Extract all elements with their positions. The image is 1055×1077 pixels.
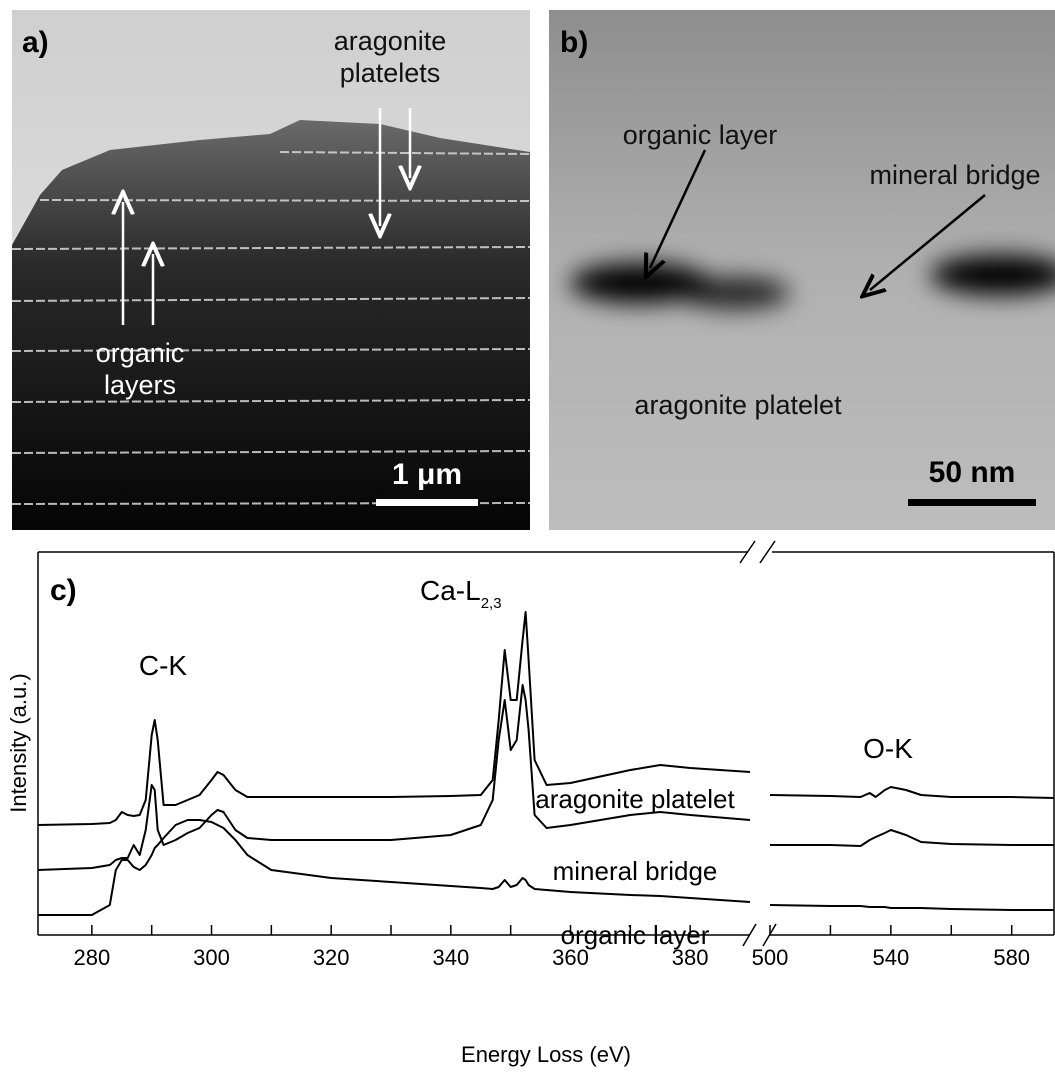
scale-bar bbox=[908, 499, 1036, 506]
figure: a) aragonite platelets organic layers 1 … bbox=[0, 0, 1055, 1072]
annotation-subscript: 2,3 bbox=[481, 595, 502, 612]
spectrum-line bbox=[38, 685, 1054, 870]
series-label: organic layer bbox=[561, 920, 710, 950]
x-tick-label: 500 bbox=[752, 945, 789, 970]
y-axis-label: Intensity (a.u.) bbox=[6, 673, 31, 812]
annotation-text: Ca-L bbox=[420, 575, 481, 606]
annotation: aragonite platelet bbox=[634, 390, 842, 420]
x-tick-label: 580 bbox=[993, 945, 1030, 970]
panel-a: a) aragonite platelets organic layers 1 … bbox=[12, 10, 530, 530]
series-label: mineral bridge bbox=[553, 856, 718, 886]
panel-label: a) bbox=[22, 26, 49, 59]
annotation: O-K bbox=[863, 733, 913, 764]
annotation: layers bbox=[104, 370, 176, 400]
panel-b: b) organic layer mineral bridge aragonit… bbox=[549, 10, 1055, 530]
x-tick-label: 320 bbox=[313, 945, 350, 970]
x-tick-label: 300 bbox=[193, 945, 230, 970]
x-tick-label: 540 bbox=[872, 945, 909, 970]
panel-label: c) bbox=[50, 574, 77, 607]
scale-bar bbox=[376, 499, 478, 506]
scale-bar-label: 1 μm bbox=[392, 458, 462, 491]
annotation: organic layer bbox=[623, 120, 778, 150]
panel-label: b) bbox=[560, 26, 588, 59]
annotation: organic bbox=[96, 338, 185, 368]
annotation: mineral bridge bbox=[869, 160, 1040, 190]
series-label: aragonite platelet bbox=[535, 784, 735, 814]
annotation: Ca-L2,3 bbox=[420, 575, 502, 612]
annotation: aragonite bbox=[334, 26, 447, 56]
x-axis-label: Energy Loss (eV) bbox=[461, 1042, 631, 1067]
scale-bar-label: 50 nm bbox=[929, 456, 1016, 489]
annotation: platelets bbox=[340, 58, 441, 88]
annotation: C-K bbox=[139, 650, 188, 681]
x-tick-label: 280 bbox=[73, 945, 110, 970]
x-tick-label: 340 bbox=[432, 945, 469, 970]
